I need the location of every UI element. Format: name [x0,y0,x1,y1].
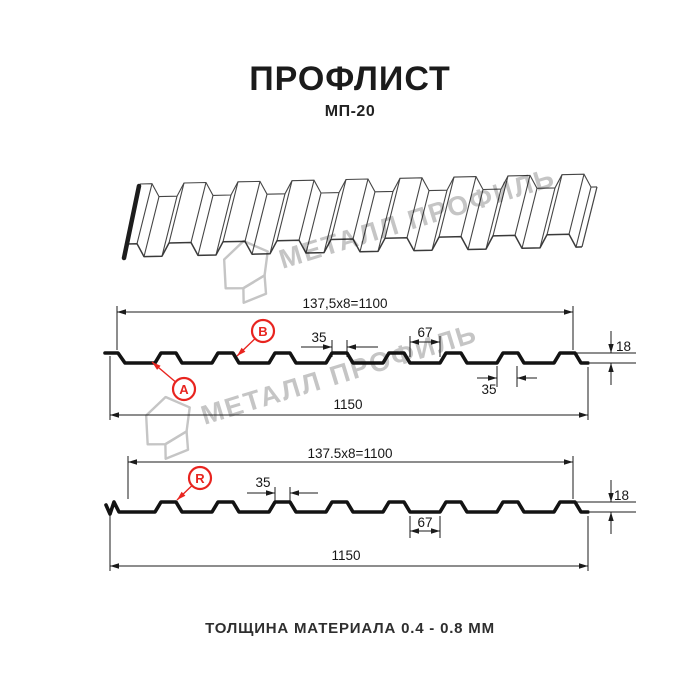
marker-r-circle [176,465,213,501]
page-title: ПРОФЛИСТ [249,60,451,98]
marker-b-circle [236,318,276,357]
marker-r-label: R [195,471,205,486]
dim-rib-top-1: 35 [311,330,326,345]
dim-height-2: 18 [614,488,629,503]
marker-a-label: A [179,382,189,397]
material-thickness-note: ТОЛЩИНА МАТЕРИАЛА 0.4 - 0.8 ММ [205,620,495,637]
profile-outline [103,351,590,365]
profile-outline [104,500,590,516]
dim-pitch-total-1: 137,5x8=1100 [303,296,388,311]
dim-overall-width-2: 1150 [331,548,360,563]
dim-pitch-total-2: 137.5x8=1100 [308,446,393,461]
metall-profil-logo-icon [144,395,191,460]
sheet-3d-view [121,173,598,261]
sheet-cut-edge [121,183,142,261]
cross-section-diagram-ab: 137,5x8=1100 35 67 35 18 1150 B A [103,296,636,420]
dim-height-1: 18 [616,339,631,354]
dim-rib-base-1: 35 [481,382,496,397]
marker-b-label: B [258,324,267,339]
marker-a-circle [151,361,197,402]
diagram-r-geometry [104,456,636,571]
diagram-ab-geometry [103,306,636,420]
metall-profil-logo-icon [222,239,269,304]
cross-section-diagram-r: 137.5x8=1100 35 67 18 1150 R [104,446,636,571]
dim-valley-1: 67 [417,325,432,340]
dim-valley-2: 67 [417,515,432,530]
dim-overall-width-1: 1150 [333,397,362,412]
dim-rib-top-2: 35 [255,475,270,490]
page-subtitle: МП-20 [325,103,375,120]
